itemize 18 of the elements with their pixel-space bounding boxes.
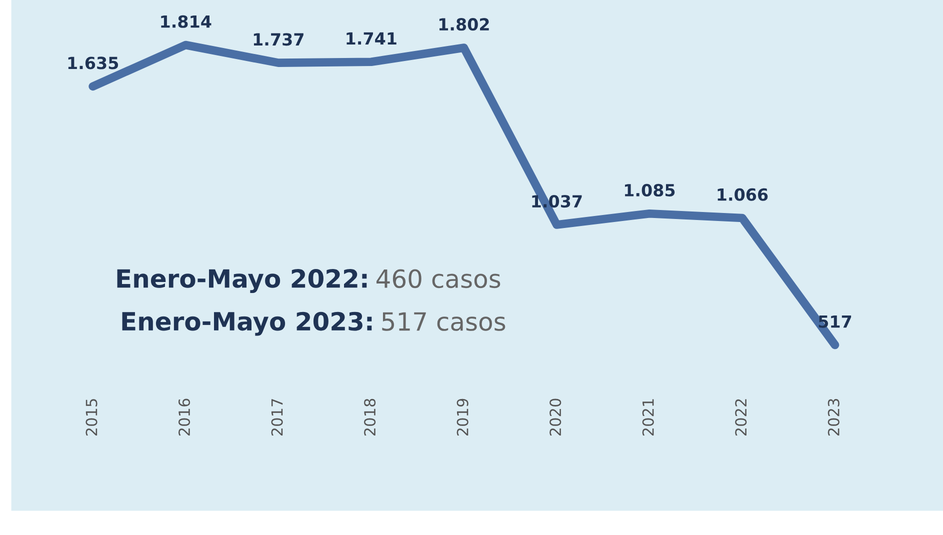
data-label: 1.741 <box>346 32 396 45</box>
data-label: 1.737 <box>254 33 304 46</box>
data-label: 1.635 <box>68 56 118 70</box>
data-label: 1.085 <box>624 184 675 196</box>
x-tick-label: 2022 <box>735 399 747 436</box>
data-label: 1.814 <box>161 15 212 28</box>
x-tick-label: 2015 <box>86 399 98 436</box>
annotation: Enero-Mayo 2023: 517 casos <box>122 312 506 336</box>
x-tick-label: 2020 <box>550 398 562 436</box>
x-tick-label: 2017 <box>271 399 283 436</box>
x-tick-label: 2021 <box>642 399 654 436</box>
x-tick-label: 2019 <box>456 398 468 436</box>
data-label: 1.066 <box>718 188 768 201</box>
x-tick-label: 2016 <box>178 398 190 436</box>
x-tick-label: 2023 <box>828 399 840 436</box>
x-tick-label: 2018 <box>364 398 376 436</box>
annotation: Enero-Mayo 2022: 460 casos <box>117 269 500 293</box>
data-label: 1.802 <box>439 18 489 31</box>
